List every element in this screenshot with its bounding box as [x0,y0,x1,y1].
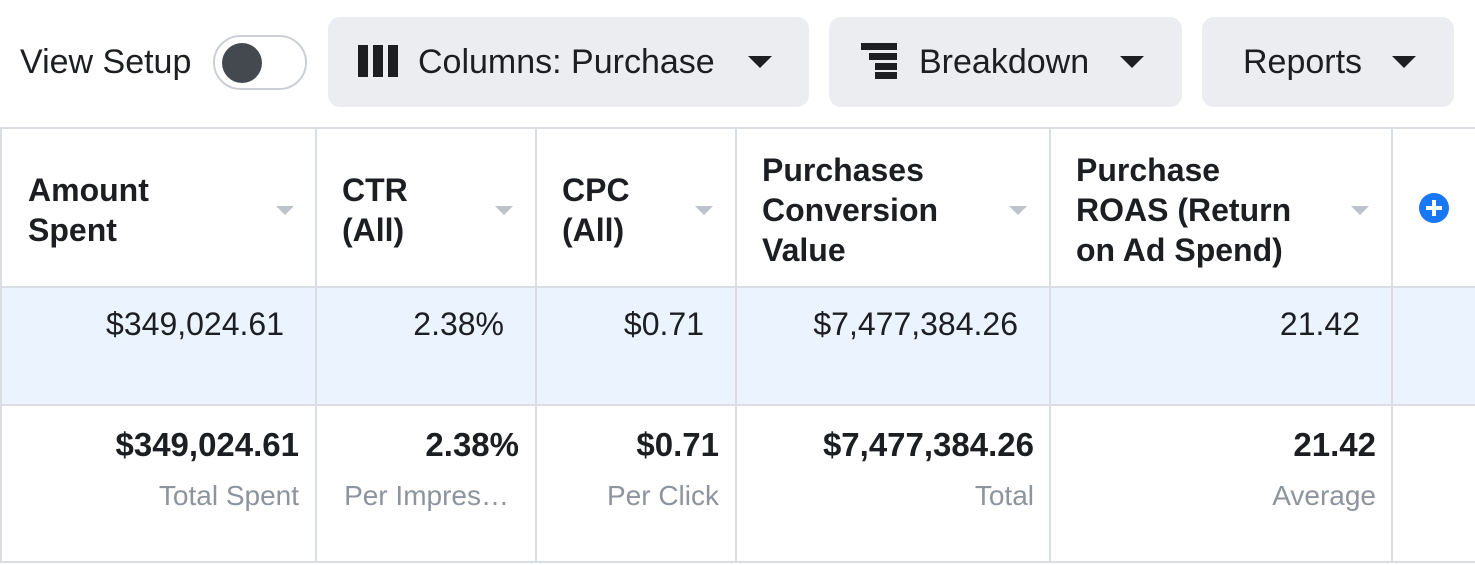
divider [1391,127,1393,563]
data-table: Amount Spent CTR (All) CPC (All) Purchas… [0,127,1475,565]
toggle-knob [222,43,262,83]
summary-label: Total Spent [158,480,299,511]
summary-label: Average [1272,480,1376,511]
table-cell: $0.71 [623,306,704,342]
divider [735,127,737,563]
reports-button[interactable]: Reports [1202,17,1454,107]
divider [535,127,537,563]
divider [0,286,1475,288]
summary-value: 2.38% [425,426,519,463]
table-cell: 2.38% [413,306,504,342]
breakdown-icon [861,43,897,79]
summary-value: $7,477,384.26 [822,426,1034,463]
divider [1049,127,1051,563]
divider [0,127,1475,129]
summary-value: 21.42 [1293,426,1376,463]
chevron-down-icon [1392,56,1416,68]
breakdown-button-label: Breakdown [919,42,1090,81]
column-header-cpc[interactable]: CPC (All) [562,172,630,248]
chevron-down-icon [1120,56,1144,68]
sort-caret-icon[interactable] [695,206,713,215]
summary-label: Per Impres… [344,480,509,511]
toolbar: View Setup Columns: Purchase Breakdown R… [0,0,1475,127]
summary-label: Total [974,480,1034,511]
view-setup-label: View Setup [20,43,192,81]
sort-caret-icon[interactable] [1351,206,1369,215]
table-cell: $349,024.61 [106,306,284,342]
view-setup-toggle[interactable] [213,35,307,90]
table-cell: $7,477,384.26 [813,306,1018,342]
column-header-ctr[interactable]: CTR (All) [342,172,408,248]
column-header-amount-spent[interactable]: Amount Spent [28,172,149,248]
columns-button[interactable]: Columns: Purchase [328,17,809,107]
reports-button-label: Reports [1243,42,1363,81]
divider [315,127,317,563]
summary-label: Per Click [606,480,719,511]
summary-value: $0.71 [636,426,719,463]
table-cell: 21.42 [1279,306,1360,342]
column-header-purchases-conversion-value[interactable]: Purchases Conversion Value [762,152,939,268]
divider [0,127,2,563]
columns-icon [358,45,398,77]
divider [0,561,1475,563]
divider [0,404,1475,406]
chevron-down-icon [748,56,772,68]
summary-value: $349,024.61 [115,426,299,463]
sort-caret-icon[interactable] [495,206,513,215]
table-row-highlight [0,288,1475,405]
columns-button-label: Columns: Purchase [418,42,715,81]
sort-caret-icon[interactable] [276,206,294,215]
add-column-icon[interactable] [1419,193,1449,223]
column-header-purchase-roas[interactable]: Purchase ROAS (Return on Ad Spend) [1076,152,1292,268]
sort-caret-icon[interactable] [1009,206,1027,215]
breakdown-button[interactable]: Breakdown [829,17,1182,107]
